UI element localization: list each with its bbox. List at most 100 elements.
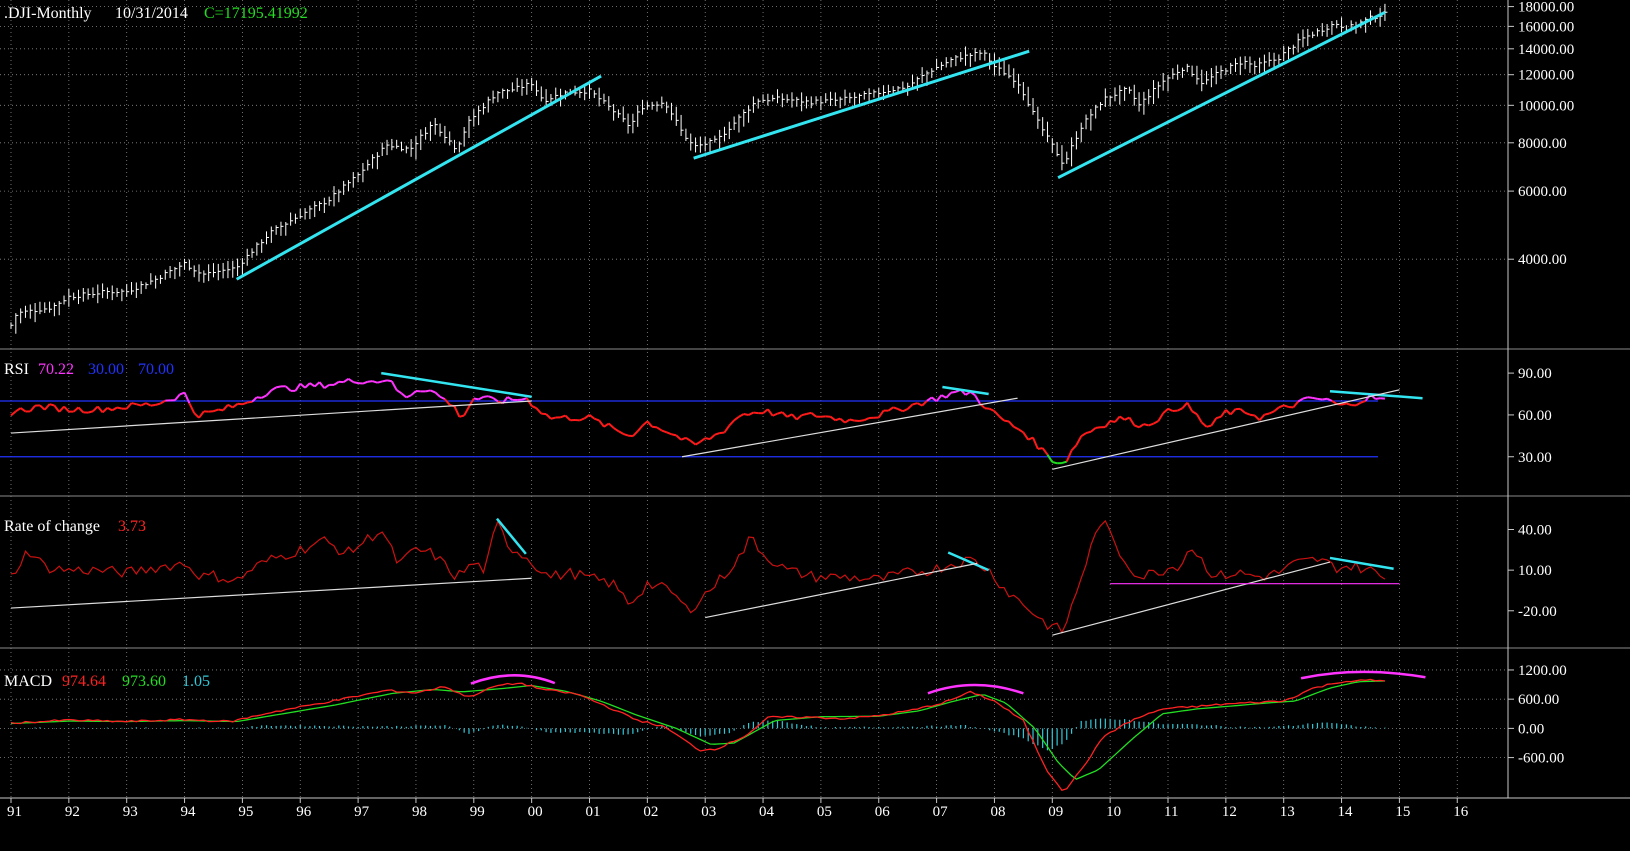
rsi-segment — [791, 413, 798, 421]
rsi-segment — [1143, 423, 1149, 427]
price-trend-lines — [235, 10, 1386, 281]
rsi-segment — [318, 381, 326, 389]
rsi-segment — [183, 392, 191, 404]
rsi-segment — [588, 414, 595, 420]
macd-series-path — [10, 678, 1385, 791]
macd-tick-label: 1200.00 — [1518, 663, 1567, 679]
rsi-segment — [646, 420, 653, 428]
rsi-segment — [1249, 413, 1255, 417]
rsi-segment — [584, 414, 591, 420]
x-axis-year-label: 13 — [1280, 804, 1295, 820]
rsi-segment — [425, 389, 431, 393]
rsi-segment — [617, 430, 624, 435]
rsi-segment — [622, 432, 629, 437]
rsi-segment — [690, 440, 697, 446]
rsi-segment — [1273, 406, 1280, 413]
rsi-segment — [521, 397, 528, 401]
rsi-segment — [1022, 431, 1030, 441]
rsi-segment — [304, 382, 311, 389]
x-axis-year-label: 94 — [181, 804, 197, 820]
rsi-segment — [116, 406, 123, 410]
x-axis-year-label: 06 — [875, 804, 891, 820]
x-axis-year-label: 92 — [65, 804, 80, 820]
price-bars — [10, 3, 1388, 334]
rsi-segment — [97, 405, 104, 413]
rsi-level-lines — [0, 400, 1378, 458]
rsi-segment — [1375, 397, 1381, 400]
rsi-segment — [478, 396, 484, 401]
rsi-segment — [1292, 400, 1299, 408]
rsi-segment — [49, 403, 55, 407]
rsi-segment — [748, 411, 754, 416]
rsi-segment — [1215, 415, 1222, 420]
macd-top-arc — [1300, 670, 1426, 680]
rsi-segment — [314, 381, 321, 388]
macd-histogram-value: 1.05 — [182, 673, 210, 690]
macd-top-arc — [470, 674, 556, 685]
rsi-segment — [77, 406, 85, 414]
rsi-segment — [892, 406, 899, 410]
rsi-segment — [940, 394, 947, 399]
rsi-segment — [309, 382, 316, 388]
roc-support-line — [1052, 561, 1331, 636]
rsi-segment — [218, 408, 224, 412]
rsi-segment — [564, 414, 571, 421]
rsi-segment — [227, 403, 234, 409]
rsi-segment — [661, 429, 667, 434]
rsi-oversold-level: 30.00 — [88, 361, 124, 378]
rsi-segment — [444, 398, 451, 406]
rsi-segment — [1138, 423, 1145, 429]
x-axis: 91 92 93 94 95 96 97 98 99 00 01 02 03 04 05 06 07 08 09 10… — [7, 798, 1469, 820]
x-axis-year-label: 10 — [1106, 804, 1121, 820]
rsi-segment — [193, 412, 200, 419]
rsi-segment — [150, 403, 156, 407]
macd-top-arc — [927, 683, 1024, 695]
rsi-segment — [275, 385, 282, 389]
roc-series-path — [10, 519, 1386, 634]
rsi-segment — [579, 417, 586, 422]
rsi-segment — [430, 389, 436, 394]
rsi-segment — [1341, 402, 1347, 406]
rsi-segment — [1104, 420, 1111, 428]
rsi-segment — [762, 408, 769, 414]
rsi-segment — [1032, 437, 1039, 450]
price-tick-label: 10000.00 — [1518, 98, 1574, 114]
rsi-segment — [1041, 447, 1049, 456]
rsi-segment — [232, 402, 239, 409]
rsi-overbought-level: 70.00 — [138, 361, 174, 378]
rsi-segment — [1186, 402, 1193, 412]
price-trend-line — [693, 49, 1030, 160]
rsi-segment — [1177, 407, 1183, 412]
rsi-segment — [125, 402, 133, 410]
rsi-segment — [921, 400, 928, 407]
rsi-segment — [43, 403, 51, 411]
rsi-support-line — [10, 400, 532, 434]
rsi-segment — [1052, 461, 1058, 465]
rsi-segment — [1013, 425, 1020, 431]
rsi-segment — [859, 419, 865, 422]
price-tick-label: 18000.00 — [1518, 0, 1574, 16]
macd-title: MACD — [4, 673, 52, 690]
rsi-segment — [53, 404, 61, 413]
rsi-segment — [945, 391, 952, 399]
price-tick-label: 4000.00 — [1518, 252, 1567, 268]
rsi-segment — [926, 396, 933, 402]
rsi-segment — [459, 414, 465, 418]
rsi-segment — [1322, 397, 1328, 401]
rsi-line — [10, 377, 1386, 465]
rsi-segment — [1225, 409, 1232, 416]
rsi-segment — [772, 412, 778, 417]
rsi-segment — [377, 380, 383, 384]
rsi-segment — [912, 402, 918, 406]
macd-panel: 1200.00 600.00 0.00 -600.00 MACD 974.64 973… — [4, 663, 1567, 791]
rsi-segment — [786, 413, 793, 418]
rsi-segment — [1085, 430, 1092, 435]
rsi-segment — [492, 397, 499, 403]
rsi-segment — [1109, 419, 1116, 423]
macd-arcs — [470, 670, 1426, 695]
price-tick-label: 8000.00 — [1518, 136, 1567, 152]
rsi-segment — [1095, 426, 1101, 429]
symbol-label: .DJI-Monthly — [4, 5, 92, 22]
rsi-segment — [87, 410, 94, 414]
price-trend-line — [235, 74, 602, 281]
